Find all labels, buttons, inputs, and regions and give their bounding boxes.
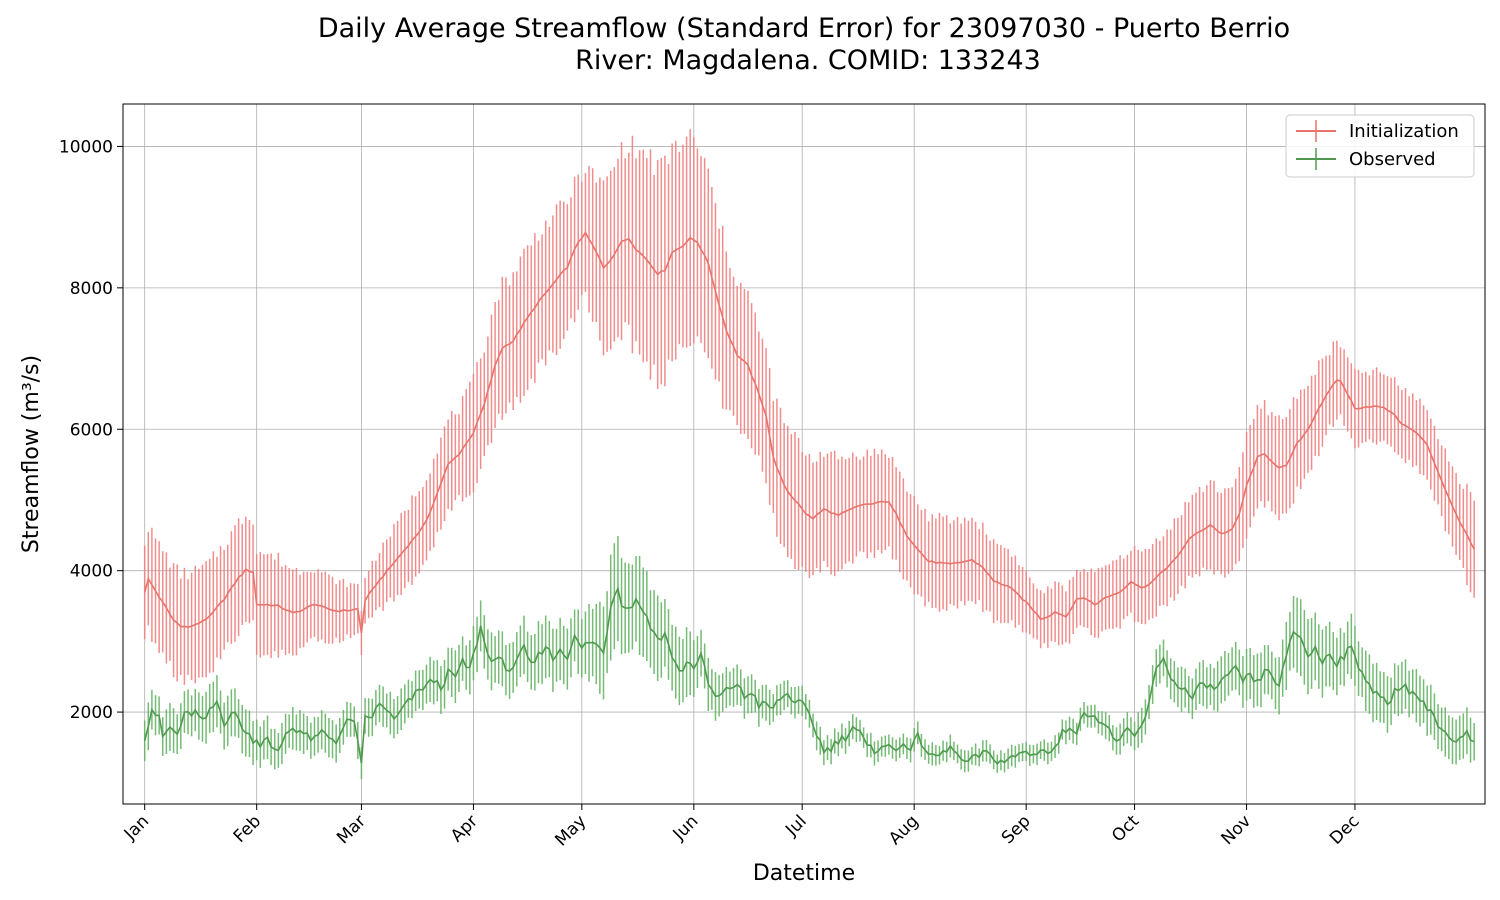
x-tick-label: Jan: [120, 811, 153, 844]
x-tick-label: Nov: [1217, 811, 1255, 849]
chart-title: Daily Average Streamflow (Standard Error…: [318, 13, 1290, 44]
series-initialization: [143, 129, 1475, 685]
plot-area: [143, 129, 1475, 780]
x-tick-label: Apr: [447, 811, 482, 846]
series-observed: [143, 535, 1475, 780]
x-tick-label: Feb: [230, 811, 265, 846]
chart-subtitle: River: Magdalena. COMID: 133243: [575, 45, 1041, 76]
y-tick-label: 10000: [59, 137, 113, 157]
x-tick-label: Jul: [781, 811, 810, 840]
y-axis-label: Streamflow (m³/s): [19, 355, 44, 553]
x-tick-label: Dec: [1326, 811, 1363, 848]
x-tick-label: Mar: [333, 811, 370, 848]
x-tick-label: May: [551, 811, 590, 850]
x-tick-label: Jun: [669, 811, 703, 845]
gridlines: [123, 104, 1485, 804]
y-tick-label: 2000: [70, 703, 113, 723]
plot-frame: [122, 103, 1486, 805]
x-tick-label: Oct: [1108, 811, 1143, 846]
x-tick-label: Sep: [998, 811, 1035, 848]
x-tick-label: Aug: [885, 811, 923, 849]
series-line-observed: [143, 585, 1475, 765]
x-axis-label: Datetime: [753, 861, 855, 886]
y-tick-label: 6000: [70, 420, 113, 440]
y-tick-label: 8000: [70, 279, 113, 299]
legend-label-initialization: Initialization: [1349, 121, 1459, 142]
y-tick-label: 4000: [70, 562, 113, 582]
legend: Initialization Observed: [1285, 114, 1475, 178]
legend-label-observed: Observed: [1349, 149, 1436, 170]
series-line-initialization: [143, 230, 1475, 634]
